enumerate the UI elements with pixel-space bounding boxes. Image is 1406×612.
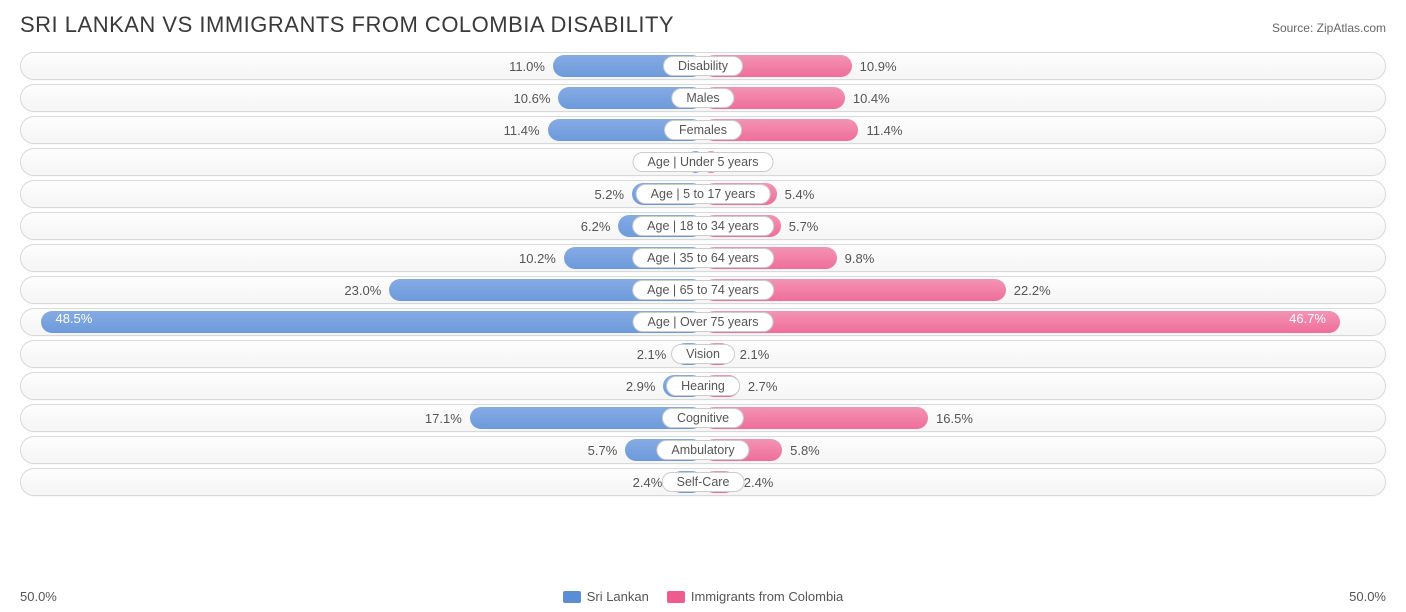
left-value: 5.7% <box>580 443 626 458</box>
left-value: 11.0% <box>501 59 553 74</box>
right-value: 2.7% <box>740 379 786 394</box>
left-value: 6.2% <box>573 219 619 234</box>
legend-item-left: Sri Lankan <box>563 589 649 604</box>
category-label: Ambulatory <box>656 440 749 460</box>
right-value: 5.4% <box>777 187 823 202</box>
right-value: 9.8% <box>837 251 883 266</box>
category-label: Age | 35 to 64 years <box>632 248 774 268</box>
right-value: 22.2% <box>1006 283 1059 298</box>
source-attribution: Source: ZipAtlas.com <box>1272 21 1386 35</box>
left-bar: 48.5% <box>41 311 703 333</box>
chart-row: 10.2% 9.8% Age | 35 to 64 years <box>20 244 1386 272</box>
category-label: Age | 18 to 34 years <box>632 216 774 236</box>
left-value: 11.4% <box>496 123 548 138</box>
diverging-bar-chart: 11.0% 10.9% Disability 10.6% 10.4% Males 11.4%… <box>20 52 1386 583</box>
left-value: 48.5% <box>45 311 102 326</box>
chart-row: 5.7% 5.8% Ambulatory <box>20 436 1386 464</box>
category-label: Age | 65 to 74 years <box>632 280 774 300</box>
chart-row: 2.4%2.4%Self-Care <box>20 468 1386 496</box>
axis-left-max: 50.0% <box>20 589 57 604</box>
legend-swatch-right <box>667 591 685 603</box>
left-value: 2.9% <box>618 379 664 394</box>
right-value: 11.4% <box>858 123 910 138</box>
chart-row: 5.2% 5.4% Age | 5 to 17 years <box>20 180 1386 208</box>
chart-row: 11.0% 10.9% Disability <box>20 52 1386 80</box>
chart-row: 1.1%1.2%Age | Under 5 years <box>20 148 1386 176</box>
chart-title: SRI LANKAN VS IMMIGRANTS FROM COLOMBIA D… <box>20 12 674 38</box>
legend-item-right: Immigrants from Colombia <box>667 589 843 604</box>
chart-row: 10.6% 10.4% Males <box>20 84 1386 112</box>
right-value: 5.8% <box>782 443 828 458</box>
category-label: Age | Over 75 years <box>633 312 774 332</box>
right-value: 10.4% <box>845 91 898 106</box>
category-label: Males <box>671 88 734 108</box>
legend-swatch-left <box>563 591 581 603</box>
right-value: 10.9% <box>852 59 905 74</box>
chart-row: 2.1% 2.1%Vision <box>20 340 1386 368</box>
chart-row: 48.5% 46.7% Age | Over 75 years <box>20 308 1386 336</box>
right-value: 2.1% <box>732 347 778 362</box>
category-label: Vision <box>671 344 735 364</box>
left-value: 2.1% <box>629 347 675 362</box>
chart-row: 11.4% 11.4% Females <box>20 116 1386 144</box>
left-value: 17.1% <box>417 411 470 426</box>
left-value: 10.2% <box>511 251 564 266</box>
legend-label-left: Sri Lankan <box>587 589 649 604</box>
category-label: Disability <box>663 56 743 76</box>
left-value: 23.0% <box>336 283 389 298</box>
right-value: 16.5% <box>928 411 981 426</box>
legend-label-right: Immigrants from Colombia <box>691 589 843 604</box>
chart-row: 23.0% 22.2% Age | 65 to 74 years <box>20 276 1386 304</box>
left-value: 5.2% <box>586 187 632 202</box>
axis-right-max: 50.0% <box>1349 589 1386 604</box>
legend: Sri Lankan Immigrants from Colombia <box>563 589 844 604</box>
category-label: Hearing <box>666 376 740 396</box>
right-bar: 46.7% <box>703 311 1340 333</box>
category-label: Self-Care <box>662 472 745 492</box>
left-value: 10.6% <box>506 91 559 106</box>
category-label: Age | 5 to 17 years <box>636 184 771 204</box>
chart-row: 6.2% 5.7% Age | 18 to 34 years <box>20 212 1386 240</box>
chart-row: 17.1% 16.5% Cognitive <box>20 404 1386 432</box>
chart-row: 2.9% 2.7%Hearing <box>20 372 1386 400</box>
category-label: Cognitive <box>662 408 744 428</box>
right-value: 5.7% <box>781 219 827 234</box>
right-value: 46.7% <box>1279 311 1336 326</box>
category-label: Age | Under 5 years <box>633 152 774 172</box>
category-label: Females <box>664 120 742 140</box>
